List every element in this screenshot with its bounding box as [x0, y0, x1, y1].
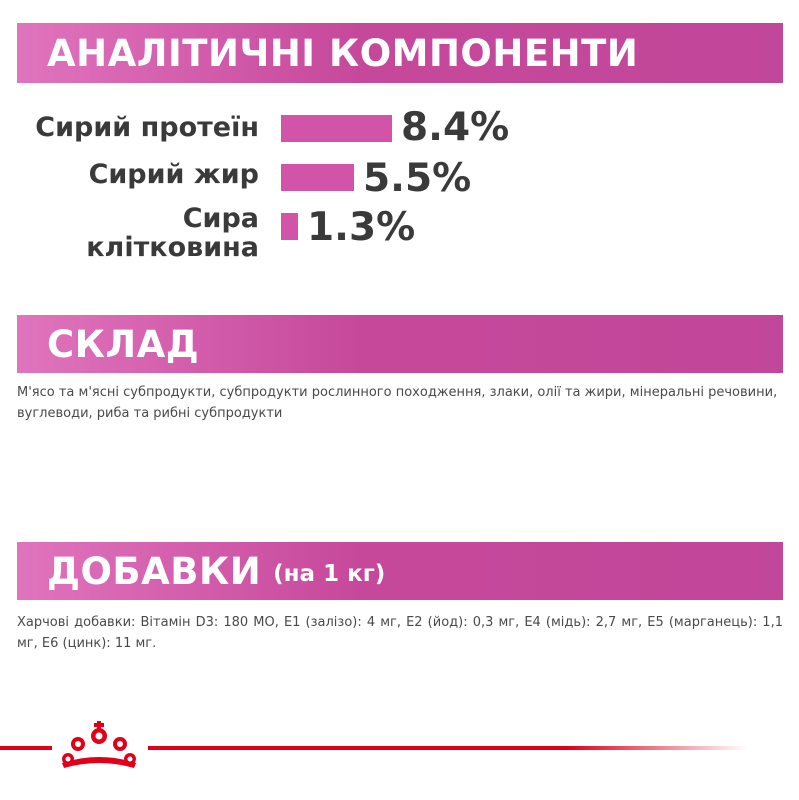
component-row-fibre: Сира клітковина 1.3%: [0, 201, 799, 262]
composition-text: М'ясо та м'ясні субпродукти, субпродукти…: [17, 385, 778, 421]
component-row-fat: Сирий жир 5.5%: [0, 157, 799, 217]
composition-banner: СКЛАД: [17, 315, 783, 373]
additives-subtitle: (на 1 кг): [273, 561, 386, 587]
component-value: 8.4%: [401, 105, 510, 150]
additives-banner: ДОБАВКИ (на 1 кг): [17, 542, 783, 600]
component-value: 1.3%: [307, 205, 416, 250]
footer-red-line-left: [0, 746, 52, 750]
component-bar: [281, 213, 298, 240]
component-bar: [281, 115, 392, 142]
component-label: Сирий протеїн: [35, 112, 259, 143]
additives-title: ДОБАВКИ: [47, 549, 262, 593]
additives-text: Харчові добавки: Вітамін D3: 180 МО, Е1 …: [17, 615, 783, 651]
analytic-components-banner: АНАЛІТИЧНІ КОМПОНЕНТИ: [17, 23, 783, 83]
footer-red-line-right: [148, 746, 748, 750]
component-bar: [281, 164, 354, 191]
analytic-components-title: АНАЛІТИЧНІ КОМПОНЕНТИ: [47, 31, 639, 75]
component-row-protein: Сирий протеїн 8.4%: [0, 108, 799, 168]
crown-logo-icon: [62, 721, 136, 768]
component-label: Сирий жир: [88, 159, 259, 190]
component-label-line1: Сира: [182, 203, 259, 234]
composition-title: СКЛАД: [47, 322, 200, 366]
component-value: 5.5%: [363, 156, 472, 201]
component-label-line2: клітковина: [86, 232, 259, 263]
component-label: Сира клітковина: [86, 204, 259, 262]
